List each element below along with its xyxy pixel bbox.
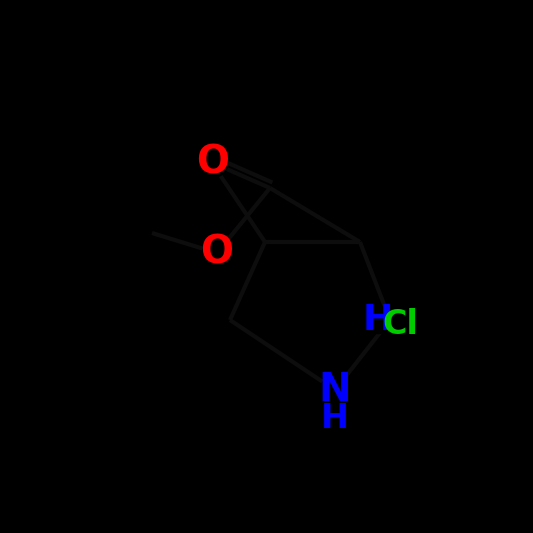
Circle shape — [203, 238, 231, 268]
Circle shape — [320, 375, 350, 405]
Circle shape — [198, 148, 228, 177]
Text: H: H — [363, 303, 393, 337]
Text: H: H — [321, 401, 349, 434]
Text: O: O — [200, 234, 233, 272]
Text: O: O — [197, 144, 230, 182]
Text: Cl: Cl — [382, 309, 418, 342]
Circle shape — [365, 306, 392, 334]
Text: N: N — [319, 371, 351, 409]
Circle shape — [322, 406, 348, 431]
Circle shape — [387, 312, 413, 337]
